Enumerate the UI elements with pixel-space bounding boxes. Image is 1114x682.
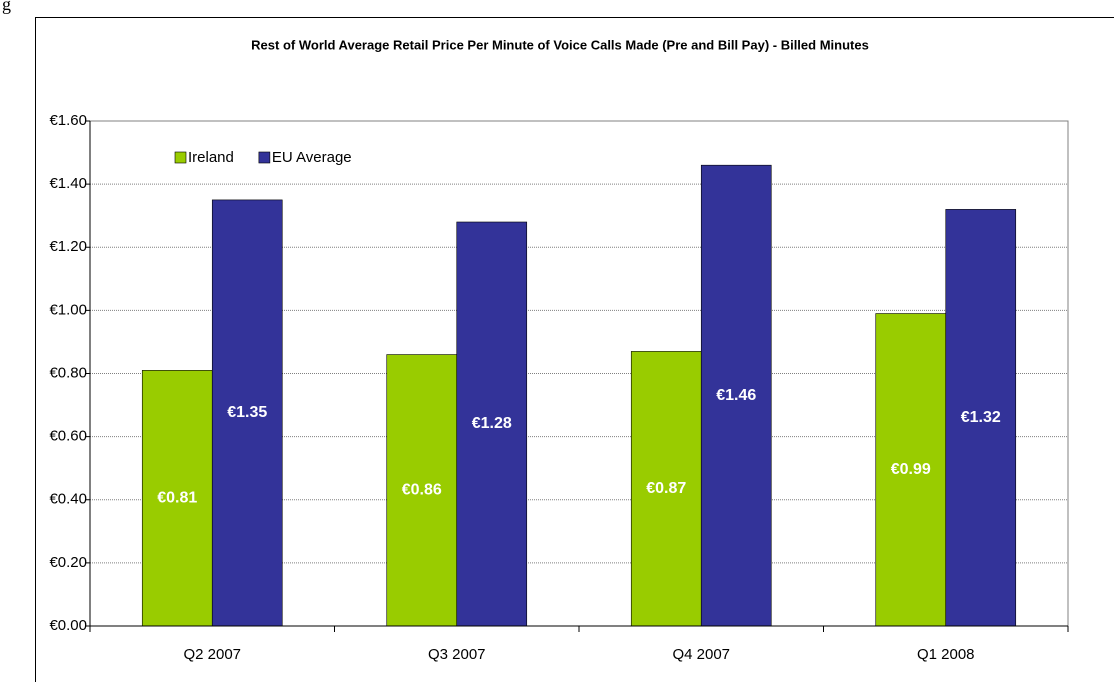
bar bbox=[945, 209, 1017, 627]
value-label: €0.81 bbox=[157, 489, 197, 506]
bar bbox=[141, 370, 213, 627]
x-tick-label: Q2 2007 bbox=[183, 646, 241, 663]
y-tick-label: €0.80 bbox=[49, 364, 87, 381]
y-tick-label: €1.00 bbox=[49, 301, 87, 318]
legend-swatch bbox=[174, 151, 187, 164]
y-tick-label: €1.60 bbox=[49, 112, 87, 129]
bar bbox=[211, 199, 283, 627]
x-tick-label: Q4 2007 bbox=[672, 646, 730, 663]
y-tick-label: €0.40 bbox=[49, 491, 87, 508]
legend-label: Ireland bbox=[188, 149, 234, 166]
bar bbox=[875, 313, 947, 627]
value-label: €1.28 bbox=[472, 415, 512, 432]
y-tick-label: €0.60 bbox=[49, 428, 87, 445]
chart-title: Rest of World Average Retail Price Per M… bbox=[251, 37, 869, 52]
legend-swatch bbox=[258, 151, 271, 164]
x-tick-label: Q3 2007 bbox=[428, 646, 486, 663]
value-label: €0.87 bbox=[646, 480, 686, 497]
caption: g bbox=[2, 0, 11, 14]
y-tick-label: €1.20 bbox=[49, 238, 87, 255]
value-label: €0.86 bbox=[402, 482, 442, 499]
y-tick-label: €0.00 bbox=[49, 617, 87, 634]
x-tick-label: Q1 2008 bbox=[917, 646, 975, 663]
legend-label: EU Average bbox=[272, 149, 352, 166]
value-label: €1.32 bbox=[961, 409, 1001, 426]
value-label: €1.46 bbox=[716, 387, 756, 404]
y-tick-label: €0.20 bbox=[49, 554, 87, 571]
bar bbox=[456, 221, 528, 627]
value-label: €1.35 bbox=[227, 404, 267, 421]
bar bbox=[700, 164, 772, 627]
y-tick-label: €1.40 bbox=[49, 175, 87, 192]
value-label: €0.99 bbox=[891, 461, 931, 478]
